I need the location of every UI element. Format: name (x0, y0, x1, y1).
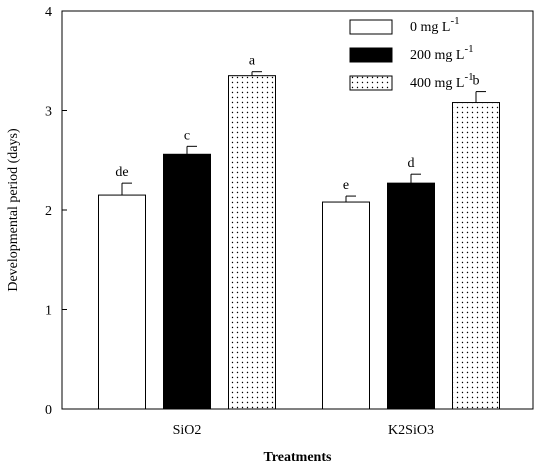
bar (452, 102, 500, 410)
x-axis-title: Treatments (264, 450, 332, 465)
significance-letter: e (343, 178, 349, 193)
bar (228, 75, 276, 410)
y-tick-label: 0 (45, 403, 52, 418)
y-axis-title: Developmental period (days) (6, 128, 21, 292)
significance-letter: b (473, 74, 480, 89)
legend-swatch (349, 75, 393, 91)
significance-letter: c (184, 128, 190, 143)
legend-label: 0 mg L-1 (410, 15, 460, 35)
legend-swatch (349, 47, 393, 63)
bar (322, 201, 370, 410)
significance-letter: d (408, 156, 415, 171)
significance-letter: a (249, 54, 256, 69)
bar (98, 194, 146, 410)
y-tick-label: 2 (45, 204, 52, 219)
legend-label: 200 mg L-1 (410, 43, 474, 63)
y-tick-label: 4 (45, 5, 52, 20)
legend: 0 mg L-1 200 mg L-1 400 mg L-1 (349, 15, 474, 91)
bar (387, 182, 435, 410)
x-tick-label: SiO2 (173, 423, 202, 438)
y-tick-label: 3 (45, 105, 52, 120)
x-tick-label: K2SiO3 (388, 423, 434, 438)
legend-label: 400 mg L-1 (410, 71, 474, 91)
y-tick-label: 1 (45, 304, 52, 319)
legend-swatch (349, 19, 393, 35)
significance-letter: de (115, 165, 128, 180)
bar (163, 153, 211, 410)
